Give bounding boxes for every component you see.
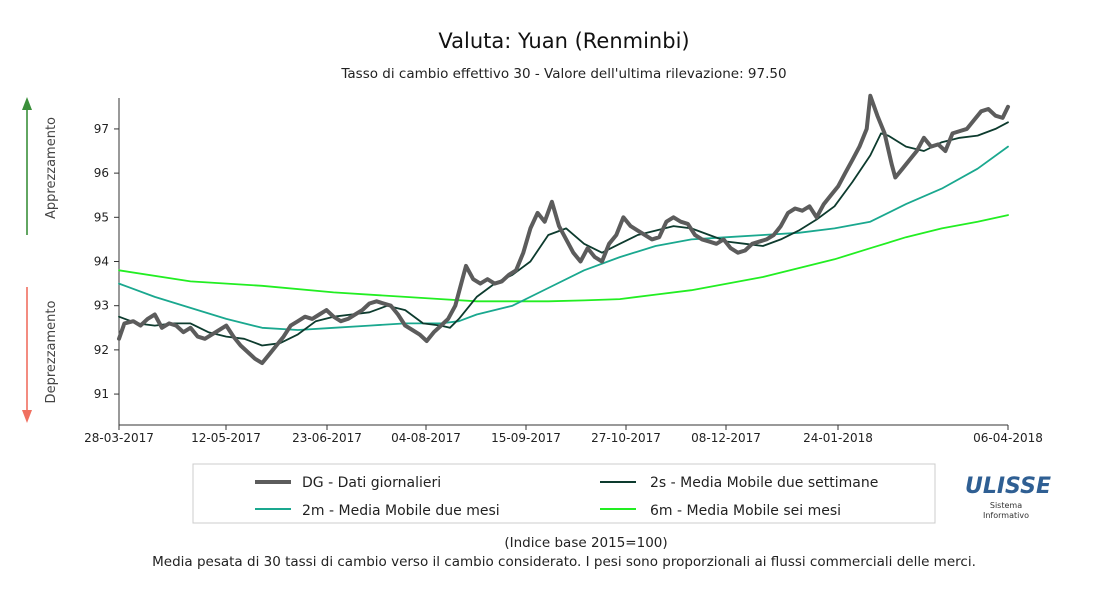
y-tick-label: 91: [94, 387, 109, 401]
legend-label-dg: DG - Dati giornalieri: [302, 475, 441, 491]
x-tick-label: 12-05-2017: [191, 431, 261, 445]
legend-label-6m: 6m - Media Mobile sei mesi: [650, 503, 841, 519]
legend-box: [192, 463, 936, 524]
depreciation-indicator: Deprezzamento: [22, 287, 59, 423]
y-tick-label: 93: [94, 299, 109, 313]
x-tick-label: 08-12-2017: [691, 431, 761, 445]
chart-title: Valuta: Yuan (Renminbi): [438, 29, 689, 53]
logo-text: ULISSE: [965, 474, 1051, 499]
legend-item-6m: 6m - Media Mobile sei mesi: [600, 503, 841, 519]
y-tick-label: 92: [94, 343, 109, 357]
up-arrow-icon: [22, 97, 32, 110]
x-tick-label: 24-01-2018: [803, 431, 873, 445]
chart-subtitle: Tasso di cambio effettivo 30 - Valore de…: [340, 66, 786, 82]
x-axis-ticks: 28-03-2017 12-05-2017 23-06-2017 04-08-2017…: [84, 425, 1043, 445]
x-tick-label: 15-09-2017: [491, 431, 561, 445]
logo-subtitle-2: Informativo: [983, 511, 1029, 520]
series-line-6m: [118, 214, 1009, 303]
y-tick-label: 96: [94, 166, 109, 180]
legend-item-dg: DG - Dati giornalieri: [255, 475, 441, 491]
legend-item-2m: 2m - Media Mobile due mesi: [255, 503, 500, 519]
logo-subtitle-1: Sistema: [990, 501, 1022, 510]
series-line-dg: [117, 93, 1010, 366]
legend-label-2s: 2s - Media Mobile due settimane: [650, 475, 878, 491]
x-tick-label: 04-08-2017: [391, 431, 461, 445]
y-tick-label: 95: [94, 210, 109, 224]
appreciation-indicator: Apprezzamento: [22, 97, 59, 235]
footnote-description: Media pesata di 30 tassi di cambio verso…: [152, 554, 976, 570]
down-arrow-icon: [22, 410, 32, 423]
x-tick-label: 27-10-2017: [591, 431, 661, 445]
series-line-2m: [118, 145, 1009, 331]
y-axis-ticks: 91 92 93 94 95 96 97: [94, 122, 119, 401]
depreciation-label: Deprezzamento: [44, 301, 59, 404]
series-line-2s: [118, 121, 1009, 347]
series-layer: [117, 93, 1010, 366]
y-tick-label: 97: [94, 122, 109, 136]
legend-label-2m: 2m - Media Mobile due mesi: [302, 503, 500, 519]
legend-item-2s: 2s - Media Mobile due settimane: [600, 475, 878, 491]
y-tick-label: 94: [94, 255, 109, 269]
footnote-index-base: (Indice base 2015=100): [504, 535, 667, 551]
x-tick-label: 23-06-2017: [292, 431, 362, 445]
x-tick-label: 28-03-2017: [84, 431, 154, 445]
appreciation-label: Apprezzamento: [44, 117, 59, 219]
ulisse-logo: ULISSE Sistema Informativo: [965, 474, 1051, 520]
x-tick-label: 06-04-2018: [973, 431, 1043, 445]
